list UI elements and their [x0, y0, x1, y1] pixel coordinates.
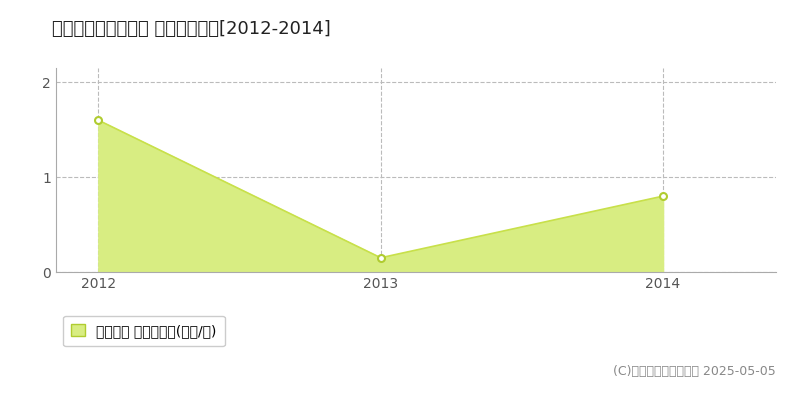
Text: (C)土地価格ドットコム 2025-05-05: (C)土地価格ドットコム 2025-05-05 [614, 365, 776, 378]
Legend: 土地価格 平均坪単価(万円/坪): 土地価格 平均坪単価(万円/坪) [63, 316, 225, 346]
Text: 秩父郡小鹿野町般若 土地価格推移[2012-2014]: 秩父郡小鹿野町般若 土地価格推移[2012-2014] [52, 20, 330, 38]
